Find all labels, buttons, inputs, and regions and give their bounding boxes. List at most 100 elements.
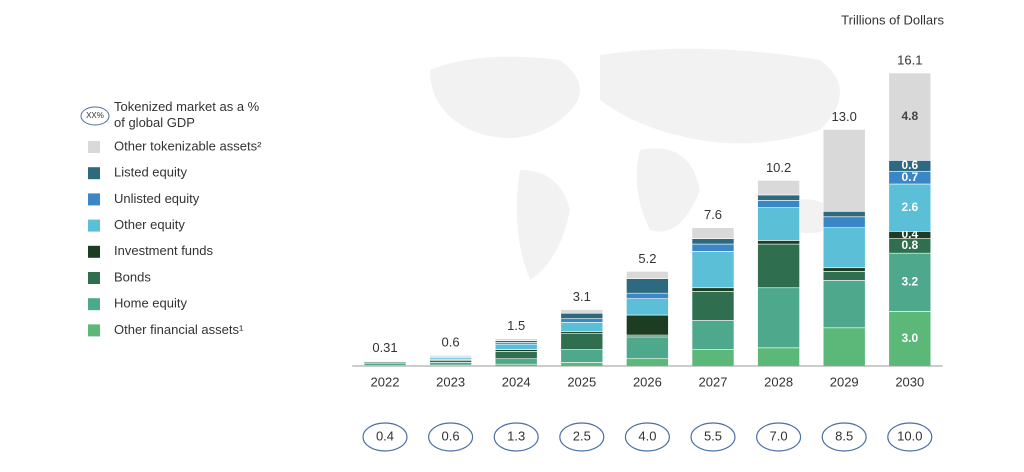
map-background — [430, 48, 840, 280]
total-label: 13.0 — [832, 109, 857, 124]
bar-segment — [822, 211, 866, 218]
total-label: 5.2 — [638, 251, 656, 266]
bar-segment — [560, 318, 604, 323]
bar-segment — [494, 343, 538, 350]
segment-label: 3.0 — [901, 331, 918, 345]
bar-segment — [691, 251, 735, 289]
legend-label: Home equity — [114, 296, 187, 311]
bar-segment — [888, 311, 932, 367]
bar-segment — [429, 362, 472, 366]
bar-segment — [560, 309, 604, 314]
bar-segment — [822, 267, 866, 272]
x-tick-label: 2027 — [699, 374, 728, 389]
bar-segment — [822, 271, 866, 281]
legend-swatch — [88, 219, 100, 232]
legend-oval-text: XX% — [86, 111, 104, 120]
legend-swatch — [88, 193, 100, 206]
bar-segment — [757, 207, 800, 241]
bar-segment — [822, 327, 866, 367]
total-label: 10.2 — [766, 160, 791, 175]
bar-segment — [691, 320, 735, 350]
bar-segment — [626, 336, 669, 360]
segment-label: 0.8 — [901, 238, 918, 252]
gdp-label: 7.0 — [770, 428, 788, 443]
bar-segment — [626, 358, 669, 367]
bar-segment — [691, 238, 735, 245]
legend-label: Investment funds — [114, 243, 213, 258]
unit-label: Trillions of Dollars — [841, 12, 944, 27]
x-tick-label: 2022 — [371, 374, 400, 389]
bar-segment — [691, 291, 735, 321]
total-label: 0.6 — [442, 335, 460, 350]
x-tick-label: 2030 — [895, 374, 924, 389]
total-label: 1.5 — [507, 318, 525, 333]
legend-swatch — [88, 245, 100, 258]
gdp-label: 2.5 — [573, 428, 591, 443]
legend-label: Unlisted equity — [114, 191, 200, 206]
bar-segment — [691, 243, 735, 252]
legend-label: Other tokenizable assets² — [114, 138, 262, 153]
bar-segment — [888, 72, 932, 161]
bar-segment — [626, 271, 669, 279]
legend-label: Bonds — [114, 269, 151, 284]
gdp-label: 0.4 — [376, 428, 394, 443]
bar-segment — [560, 332, 604, 350]
segment-label: 0.6 — [901, 158, 918, 172]
legend-gdp-label: Tokenized market as a % of global GDP — [114, 99, 260, 130]
gdp-oval — [559, 422, 605, 452]
x-tick-label: 2028 — [764, 374, 793, 389]
bar-segment — [757, 240, 800, 245]
gdp-oval — [428, 422, 474, 452]
bar-segment — [822, 227, 866, 269]
bar-segment — [560, 362, 604, 367]
bar-segment — [494, 358, 538, 365]
gdp-oval — [493, 422, 539, 452]
segment-label: 4.8 — [901, 109, 918, 123]
bar-segment — [757, 194, 800, 201]
gdp-oval — [887, 422, 933, 452]
gdp-label: 4.0 — [638, 428, 656, 443]
gdp-oval — [624, 422, 671, 452]
legend-swatch — [88, 298, 100, 311]
legend-swatch — [88, 141, 100, 153]
x-tick-label: 2029 — [830, 374, 859, 389]
legend-swatch — [88, 324, 100, 337]
bar-segment — [757, 200, 800, 208]
bar-segment — [757, 287, 800, 349]
x-tick-label: 2026 — [633, 374, 662, 389]
bar-segment — [560, 312, 604, 319]
segment-label: 3.2 — [901, 274, 918, 288]
bar-segment — [494, 351, 538, 360]
bar-segment — [429, 354, 472, 357]
bar-segment — [691, 227, 735, 239]
bar-segment — [757, 347, 800, 367]
legend-label: Listed equity — [114, 165, 187, 180]
legend-label: Other equity — [114, 217, 185, 232]
bar-segment — [691, 287, 735, 292]
bar-segment — [626, 314, 669, 336]
segment-label: 2.6 — [901, 200, 918, 214]
gdp-label: 10.0 — [897, 428, 922, 443]
gdp-label: 8.5 — [835, 428, 853, 443]
gdp-label: 0.6 — [442, 428, 460, 443]
bar-segment — [691, 349, 735, 367]
bar-segment — [757, 180, 800, 196]
legend-swatch — [88, 272, 100, 284]
gdp-label: 5.5 — [704, 428, 722, 443]
bar-segment — [822, 280, 866, 329]
x-tick-label: 2023 — [436, 374, 465, 389]
bar-segment — [626, 292, 669, 299]
gdp-oval — [755, 422, 802, 452]
gdp-label: 1.3 — [507, 428, 525, 443]
bar-segment — [888, 252, 932, 312]
bar-segment — [494, 338, 538, 341]
bar-segment — [822, 129, 866, 212]
bar-segment — [560, 322, 604, 332]
bar-segment — [626, 278, 669, 294]
gdp-oval — [362, 422, 408, 452]
legend-oval-icon — [80, 106, 110, 126]
bar-segment — [560, 349, 604, 363]
bar-segment — [888, 183, 932, 232]
legend-label: Other financial assets¹ — [114, 322, 244, 337]
